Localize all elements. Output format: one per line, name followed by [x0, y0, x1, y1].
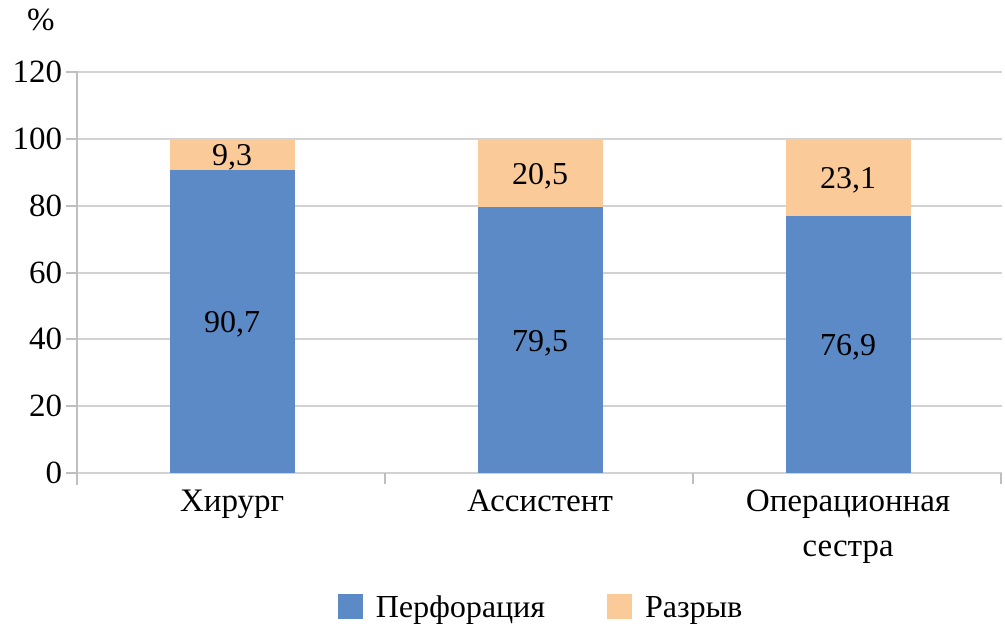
x-boundary-tick-3	[1000, 473, 1002, 484]
y-tick-label-60: 60	[29, 254, 62, 291]
y-tick-label-20: 20	[29, 388, 62, 425]
y-tick-label-0: 0	[45, 455, 63, 491]
x-category-label-1: Хирург	[179, 483, 285, 519]
gridline-100	[78, 137, 1002, 140]
legend-swatch-icon	[337, 594, 363, 619]
y-tick-mark-20	[66, 405, 78, 408]
gridline-120	[78, 71, 1002, 73]
bar-segment-peach-3: 23,1	[785, 138, 911, 217]
legend-swatch-icon	[606, 594, 632, 619]
legend-item-1: Перфорация	[337, 588, 545, 625]
y-tick-label-100: 100	[12, 120, 63, 157]
bar-value-label: 23,1	[820, 158, 876, 195]
y-tick-mark-0	[66, 472, 78, 474]
y-tick-mark-120	[66, 71, 78, 73]
bar-value-label: 76,9	[820, 326, 876, 363]
y-tick-label-120: 120	[12, 54, 63, 90]
bar-value-label: 20,5	[512, 154, 568, 191]
bar-value-label: 9,3	[212, 135, 252, 172]
y-tick-mark-80	[66, 204, 78, 207]
x-boundary-tick-2	[692, 473, 694, 484]
x-category-label-2: Ассистент	[467, 483, 613, 519]
bar-value-label: 79,5	[512, 321, 568, 358]
gridline-0	[78, 472, 1002, 474]
plot-area: 0 20 40 60 80 100 120 90,7 9,3 Хирург 79,5 20,5 Асси…	[13, 55, 1002, 564]
legend-item-2: Разрыв	[606, 588, 743, 625]
bar-segment-blue-2: 79,5	[477, 207, 603, 473]
y-tick-label-80: 80	[29, 187, 62, 224]
bar-segment-peach-1: 9,3	[169, 135, 295, 172]
bar-segment-peach-2: 20,5	[477, 138, 603, 208]
legend-label: Перфорация	[375, 588, 545, 624]
bar-segment-blue-3: 76,9	[785, 216, 911, 473]
chart-legend: Перфорация Разрыв	[78, 588, 1002, 625]
bar-segment-blue-1: 90,7	[169, 169, 295, 473]
legend-label: Разрыв	[644, 588, 743, 624]
bar-value-label: 90,7	[204, 302, 260, 339]
y-tick-mark-100	[66, 137, 78, 140]
y-tick-mark-40	[66, 338, 78, 341]
x-category-label-3: Операционная сестра	[745, 483, 951, 564]
y-tick-label-40: 40	[29, 321, 62, 358]
y-tick-mark-60	[66, 271, 78, 274]
x-boundary-tick-1	[384, 473, 386, 484]
y-axis-title: %	[27, 2, 55, 38]
y-axis-line	[76, 72, 78, 485]
